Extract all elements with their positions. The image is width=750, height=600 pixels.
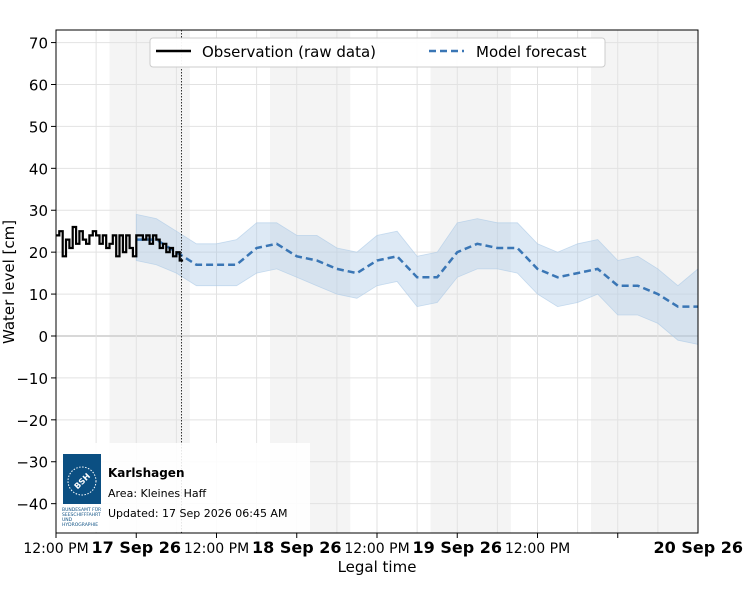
legend-observation-label: Observation (raw data) bbox=[202, 43, 376, 61]
y-tick-label: 10 bbox=[29, 286, 48, 304]
y-tick-label: 30 bbox=[29, 202, 48, 220]
observation-line bbox=[56, 225, 184, 262]
x-tick-label: 12:00 PM bbox=[344, 541, 409, 557]
x-tick-label: 12:00 PM bbox=[505, 541, 570, 557]
y-tick-label: 0 bbox=[38, 328, 48, 346]
x-axis: 12:00 PM 17 Sep 26 12:00 PM 18 Sep 26 12:00 … bbox=[23, 533, 743, 557]
night-band bbox=[591, 30, 698, 533]
y-tick-label: 70 bbox=[29, 35, 48, 53]
series-lines bbox=[56, 225, 698, 308]
bsh-logo: BSH BUNDESAMT FÜR SEESCHIFFFAHRT UND HYD… bbox=[62, 454, 101, 528]
y-tick-label: 40 bbox=[29, 160, 48, 178]
station-infobox: BSH BUNDESAMT FÜR SEESCHIFFFAHRT UND HYD… bbox=[57, 443, 310, 532]
y-tick-label: −40 bbox=[16, 496, 48, 514]
logo-caption-3: UND bbox=[62, 517, 73, 523]
legend: Observation (raw data) Model forecast bbox=[149, 37, 606, 68]
x-tick-label: 20 Sep 26 bbox=[654, 538, 744, 557]
updated-time: Updated: 17 Sep 2026 06:45 AM bbox=[108, 507, 287, 520]
forecast-line bbox=[136, 238, 698, 308]
station-name: Karlshagen bbox=[108, 466, 184, 480]
y-tick-label: −10 bbox=[16, 370, 48, 388]
logo-ring bbox=[67, 466, 97, 496]
x-axis-label: Legal time bbox=[338, 558, 417, 576]
station-area: Area: Kleines Haff bbox=[108, 487, 207, 500]
y-tick-label: 60 bbox=[29, 76, 48, 94]
logo-caption-2: SEESCHIFFFAHRT bbox=[62, 512, 101, 518]
y-tick-label: −30 bbox=[16, 454, 48, 472]
x-tick-label: 17 Sep 26 bbox=[92, 538, 182, 557]
logo-square bbox=[63, 454, 101, 504]
y-axis-label: Water level [cm] bbox=[0, 220, 18, 344]
x-tick-label: 18 Sep 26 bbox=[252, 538, 342, 557]
logo-caption-1: BUNDESAMT FÜR bbox=[62, 506, 101, 513]
y-axis: −40 −30 −20 −10 0 10 20 30 40 50 60 70 bbox=[16, 35, 56, 514]
legend-forecast-label: Model forecast bbox=[476, 43, 587, 61]
x-tick-label: 19 Sep 26 bbox=[413, 538, 503, 557]
y-tick-label: −20 bbox=[16, 412, 48, 430]
x-tick-label: 12:00 PM bbox=[23, 541, 88, 557]
y-tick-label: 50 bbox=[29, 118, 48, 136]
legend-box bbox=[149, 37, 606, 68]
y-tick-label: 20 bbox=[29, 244, 48, 262]
grid-lines bbox=[56, 30, 698, 533]
logo-caption-4: HYDROGRAPHIE bbox=[62, 522, 98, 528]
x-tick-label: 12:00 PM bbox=[184, 541, 249, 557]
